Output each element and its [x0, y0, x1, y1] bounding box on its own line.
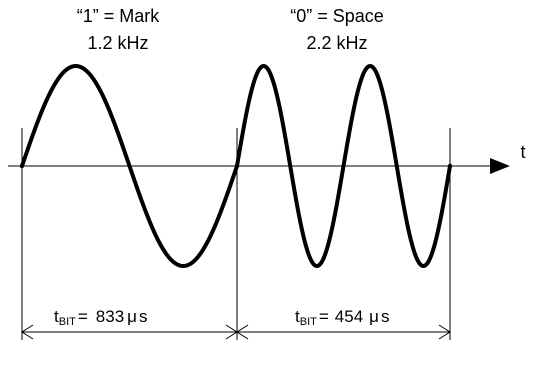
space-label: “0” = Space: [290, 6, 384, 26]
mark-frequency: 1.2 kHz: [87, 33, 148, 53]
waveform-middle-dot: [234, 163, 240, 169]
space-bit-duration-dimension: [236, 324, 451, 340]
time-axis-label: t: [520, 142, 525, 162]
mark-bit-duration-label: tBIT = 833 μ s: [54, 307, 147, 328]
waveform-end-dot: [447, 163, 453, 169]
space-frequency: 2.2 kHz: [306, 33, 367, 53]
fsk-waveform: [20, 64, 452, 268]
mark-label: “1” = Mark: [77, 6, 161, 26]
time-axis-arrowhead: [490, 158, 510, 174]
mark-bit-duration-dimension: [21, 324, 238, 340]
waveform-start-dot: [19, 163, 25, 169]
space-bit-duration-label: tBIT = 454 μ s: [295, 307, 389, 328]
